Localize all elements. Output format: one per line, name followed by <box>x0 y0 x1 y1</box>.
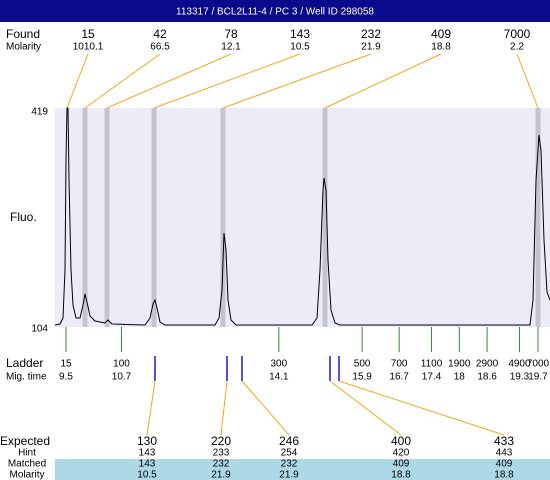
expected-leader <box>329 380 402 436</box>
hint-size: 443 <box>496 448 513 459</box>
ladder-size: 7000 <box>527 359 550 370</box>
ladder-size: 15 <box>60 359 72 370</box>
header-bar <box>0 0 550 22</box>
found-molarity: 12.1 <box>221 42 241 53</box>
found-molarity: 21.9 <box>361 42 381 53</box>
expected-size: 400 <box>391 434 411 448</box>
peak-band <box>535 108 541 327</box>
found-leader <box>84 53 161 109</box>
found-molarity: 1010.1 <box>73 42 104 53</box>
ladder-time: 18.6 <box>477 372 497 383</box>
found-leader <box>516 53 539 109</box>
found-size: 232 <box>361 27 381 41</box>
ladder-time: 19.3 <box>510 372 530 383</box>
found-size: 409 <box>431 27 451 41</box>
ladder-size: 1900 <box>448 359 471 370</box>
found-molarity: 10.5 <box>290 42 310 53</box>
expected-size: 246 <box>279 434 299 448</box>
found-leader <box>324 53 442 109</box>
ladder-size: 700 <box>391 359 408 370</box>
y-axis-label: Fluo. <box>10 210 37 224</box>
found-size: 7000 <box>504 27 531 41</box>
matched-row-bg <box>55 459 550 480</box>
matched-molarity: 21.9 <box>211 470 231 480</box>
found-size: 143 <box>290 27 310 41</box>
ladder-size: 4900 <box>508 359 531 370</box>
plot-area <box>55 108 550 327</box>
found-size: 15 <box>81 27 95 41</box>
trace <box>54 107 550 326</box>
peak-band <box>104 108 110 327</box>
ladder-size: 100 <box>113 359 130 370</box>
ladder-time: 16.7 <box>389 372 409 383</box>
peak-band <box>322 108 328 327</box>
matched-molarity: 18.8 <box>494 470 514 480</box>
expected-label: Expected <box>0 434 50 448</box>
ladder-time: 19.7 <box>528 372 548 383</box>
expected-leader <box>146 380 156 436</box>
found-size: 42 <box>153 27 167 41</box>
ladder-time: 15.9 <box>352 372 372 383</box>
ladder-size: 1100 <box>421 359 443 370</box>
molarity-label: Molarity <box>9 470 44 480</box>
expected-leader <box>220 380 228 436</box>
ladder-size: 500 <box>354 359 371 370</box>
expected-size: 130 <box>137 434 157 448</box>
peak-band <box>151 108 157 327</box>
matched-size: 409 <box>496 459 513 470</box>
expected-leader <box>338 380 505 436</box>
found-label: Found <box>6 27 40 41</box>
matched-molarity: 18.8 <box>391 470 411 480</box>
peak-band <box>82 108 88 327</box>
expected-leader <box>241 380 290 436</box>
ladder-time: 10.7 <box>112 372 132 383</box>
found-molarity: 2.2 <box>510 42 524 53</box>
matched-molarity: 10.5 <box>137 470 157 480</box>
hint-label: Hint <box>18 448 36 459</box>
matched-molarity: 21.9 <box>279 470 299 480</box>
ladder-time: 9.5 <box>59 372 73 383</box>
peak-band <box>220 108 226 327</box>
mig-time-label: Mig. time <box>6 372 47 383</box>
hint-size: 143 <box>139 448 156 459</box>
found-molarity: 66.5 <box>150 42 170 53</box>
hint-size: 233 <box>213 448 230 459</box>
hint-size: 420 <box>393 448 410 459</box>
ladder-size: 2900 <box>476 359 499 370</box>
matched-size: 232 <box>281 459 298 470</box>
header-title: 113317 / BCL2L11-4 / PC 3 / Well ID 2980… <box>176 7 374 18</box>
matched-size: 409 <box>393 459 410 470</box>
y-min-label: 104 <box>31 324 48 335</box>
found-size: 78 <box>224 27 238 41</box>
ladder-time: 18 <box>454 372 466 383</box>
matched-size: 143 <box>139 459 156 470</box>
matched-size: 232 <box>213 459 230 470</box>
expected-size: 220 <box>211 434 231 448</box>
found-molarity: 18.8 <box>431 42 451 53</box>
y-max-label: 419 <box>31 107 48 118</box>
matched-label: Matched <box>8 459 46 470</box>
found-leader <box>66 53 89 109</box>
expected-size: 433 <box>494 434 514 448</box>
found-leader <box>222 53 372 109</box>
ladder-size: 300 <box>270 359 287 370</box>
ladder-label: Ladder <box>6 356 43 370</box>
ladder-time: 17.4 <box>422 372 442 383</box>
found-leader <box>153 53 301 109</box>
ladder-time: 14.1 <box>269 372 289 383</box>
found-leader <box>106 53 232 109</box>
hint-size: 254 <box>281 448 298 459</box>
found-molarity-label: Molarity <box>6 42 41 53</box>
